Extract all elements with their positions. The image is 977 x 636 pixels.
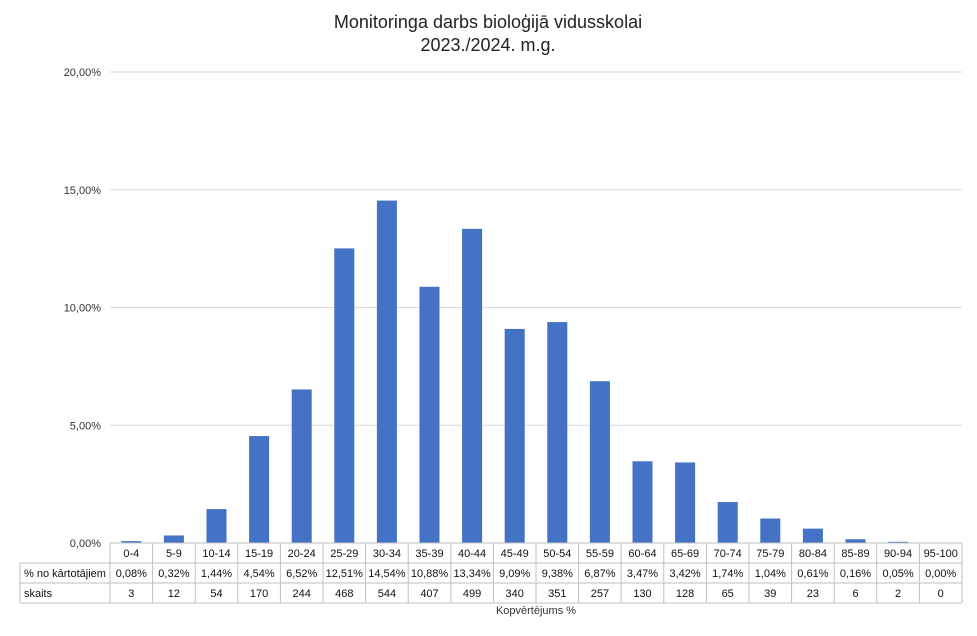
x-tick-label: 45-49 — [501, 548, 529, 560]
table-cell: 13,34% — [453, 568, 491, 580]
x-tick-label: 70-74 — [714, 548, 742, 560]
table-cell: 257 — [591, 588, 609, 600]
table-cell: 14,54% — [368, 568, 406, 580]
bar — [845, 539, 866, 543]
data-table: 0-4 5-9 10-14 15-19 20-24 25-29 30-34 35-39 40-4… — [19, 542, 963, 604]
x-tick-label: 65-69 — [671, 548, 699, 560]
bar — [547, 322, 568, 543]
bars — [121, 200, 909, 543]
table-cell: 244 — [293, 588, 311, 600]
table-cell: 12,51% — [326, 568, 364, 580]
bar — [504, 328, 525, 543]
table-cell: 9,38% — [542, 568, 573, 580]
table-cell: 0,08% — [116, 568, 147, 580]
bar — [163, 535, 184, 543]
table-cell: 3,42% — [669, 568, 700, 580]
bar — [376, 200, 397, 543]
table-cell: 6,52% — [286, 568, 317, 580]
y-tick-label: 20,00% — [64, 67, 102, 79]
x-tick-label: 10-14 — [202, 548, 230, 560]
table-cell: 0,16% — [840, 568, 871, 580]
table-cell: 9,09% — [499, 568, 530, 580]
bar — [632, 461, 653, 543]
table-cell: 6 — [852, 588, 858, 600]
table-cell: 0,00% — [925, 568, 956, 580]
table-cell: 2 — [895, 588, 901, 600]
y-axis-ticks: 0,00% 5,00% 10,00% 15,00% 20,00% — [64, 67, 102, 550]
bar — [589, 381, 610, 543]
x-tick-label: 60-64 — [628, 548, 656, 560]
bar — [206, 509, 227, 543]
y-tick-label: 5,00% — [70, 420, 101, 432]
table-row-label: skaits — [24, 588, 53, 600]
bar — [291, 389, 312, 543]
bar — [717, 502, 738, 543]
table-row-label: % no kārtotājiem — [24, 568, 106, 580]
table-cell: 3 — [128, 588, 134, 600]
x-tick-label: 75-79 — [756, 548, 784, 560]
table-cell: 0,32% — [158, 568, 189, 580]
table-cell: 4,54% — [243, 568, 274, 580]
x-tick-label: 20-24 — [288, 548, 316, 560]
bar — [462, 228, 483, 543]
x-tick-label: 90-94 — [884, 548, 912, 560]
bar — [760, 518, 781, 543]
y-tick-label: 15,00% — [64, 185, 102, 197]
x-tick-label: 55-59 — [586, 548, 614, 560]
x-tick-label: 5-9 — [166, 548, 182, 560]
table-cell: 468 — [335, 588, 353, 600]
chart-title: Monitoringa darbs bioloģijā vidusskolai — [334, 12, 642, 32]
x-tick-label: 80-84 — [799, 548, 827, 560]
table-cell: 1,74% — [712, 568, 743, 580]
x-tick-label: 35-39 — [415, 548, 443, 560]
y-tick-label: 0,00% — [70, 538, 101, 550]
table-cell: 6,87% — [584, 568, 615, 580]
table-cell: 544 — [378, 588, 396, 600]
chart-subtitle: 2023./2024. m.g. — [420, 35, 555, 55]
bar — [419, 286, 440, 543]
table-cell: 1,44% — [201, 568, 232, 580]
table-cell: 0,05% — [882, 568, 913, 580]
bar — [675, 462, 696, 543]
table-cell: 65 — [722, 588, 734, 600]
x-tick-label: 30-34 — [373, 548, 401, 560]
table-cell: 130 — [633, 588, 651, 600]
table-cell: 3,47% — [627, 568, 658, 580]
table-cell: 0 — [938, 588, 944, 600]
bar — [888, 541, 909, 543]
table-cell: 351 — [548, 588, 566, 600]
table-cell: 10,88% — [411, 568, 449, 580]
gridlines — [110, 71, 962, 426]
table-cell: 23 — [807, 588, 819, 600]
y-tick-label: 10,00% — [64, 303, 102, 315]
table-cell: 407 — [420, 588, 438, 600]
table-cell: 128 — [676, 588, 694, 600]
x-tick-label: 85-89 — [841, 548, 869, 560]
x-tick-label: 25-29 — [330, 548, 358, 560]
table-cell: 499 — [463, 588, 481, 600]
bar — [802, 528, 823, 543]
table-cell: 340 — [506, 588, 524, 600]
x-tick-label: 40-44 — [458, 548, 486, 560]
x-tick-label: 95-100 — [924, 548, 958, 560]
x-tick-label: 15-19 — [245, 548, 273, 560]
x-tick-label: 50-54 — [543, 548, 571, 560]
table-cell: 39 — [764, 588, 776, 600]
x-axis-title: Kopvērtējums % — [496, 605, 576, 617]
bar — [249, 436, 270, 543]
table-cell: 170 — [250, 588, 268, 600]
x-tick-label: 0-4 — [123, 548, 139, 560]
table-cell: 54 — [210, 588, 222, 600]
bar — [121, 541, 142, 543]
table-cell: 0,61% — [797, 568, 828, 580]
table-cell: 1,04% — [755, 568, 786, 580]
table-cell: 12 — [168, 588, 180, 600]
bar — [334, 248, 355, 543]
